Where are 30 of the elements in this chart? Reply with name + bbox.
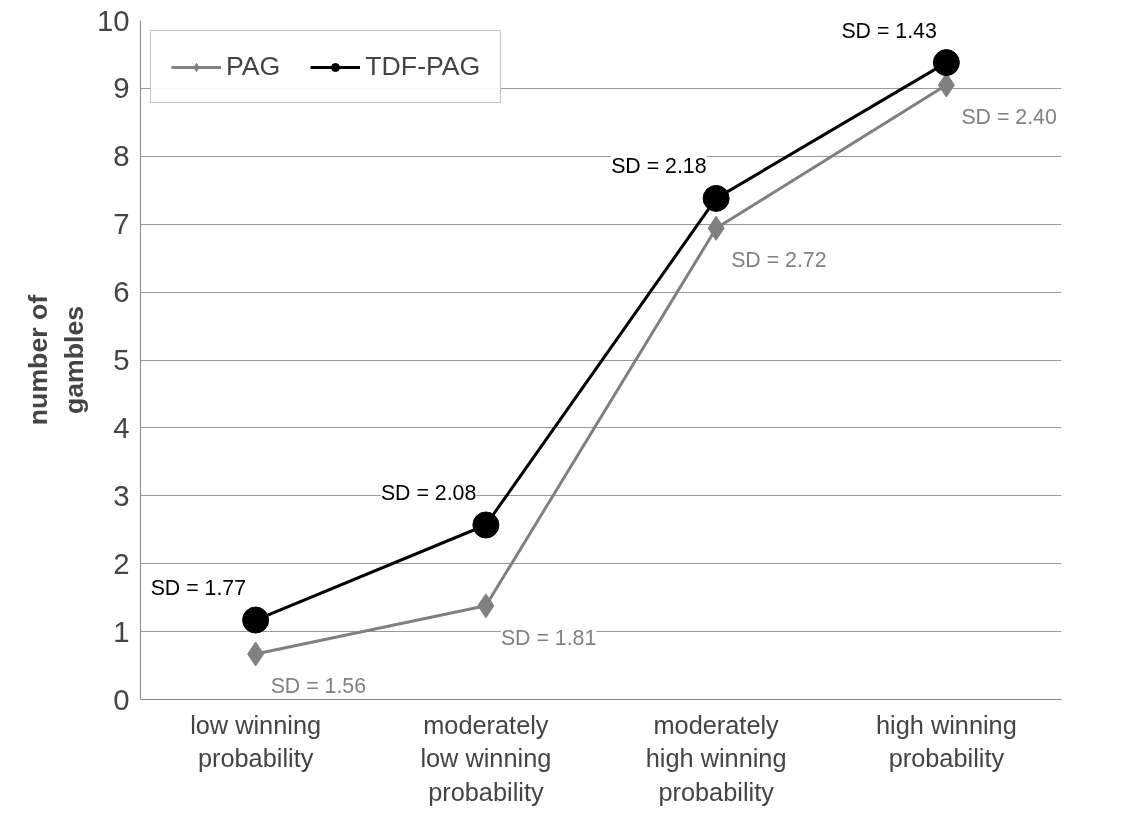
y-axis-title: number of gambles [22,294,89,426]
annotation: SD = 2.72 [731,248,827,273]
y-tick-label: 6 [113,275,130,309]
annotation: SD = 2.08 [380,481,477,505]
y-tick-label: 0 [113,682,130,716]
annotation: SD = 2.18 [611,154,707,179]
annotation: SD = 1.77 [150,576,247,601]
point [242,606,270,634]
y-tick-label: 3 [113,478,130,512]
y-tick-label: 7 [113,207,130,241]
y-tick-label: 9 [113,71,130,105]
y-tick-label: 1 [113,614,130,648]
annotation: SD = 1.81 [500,625,597,650]
x-tick-label: moderately low winning probability [420,710,552,806]
point [472,511,500,539]
y-tick-label: 10 [96,3,130,37]
x-tick-label: high winning probability [875,710,1017,773]
point [702,184,730,212]
x-tick-label: low winning probability [190,710,322,773]
y-tick-label: 5 [113,343,130,376]
legend-label: TDF-PAG [365,51,481,82]
y-tick-label: 2 [113,546,130,580]
legend-label: PAG [226,51,281,82]
y-tick-label: 8 [113,139,130,173]
x-tick-label: moderately high winning probability [645,710,787,806]
annotation: SD = 1.56 [270,674,367,699]
annotation: SD = 1.43 [841,18,937,43]
y-tick-label: 4 [113,410,130,444]
point [932,49,960,77]
annotation: SD = 2.40 [961,105,1057,130]
